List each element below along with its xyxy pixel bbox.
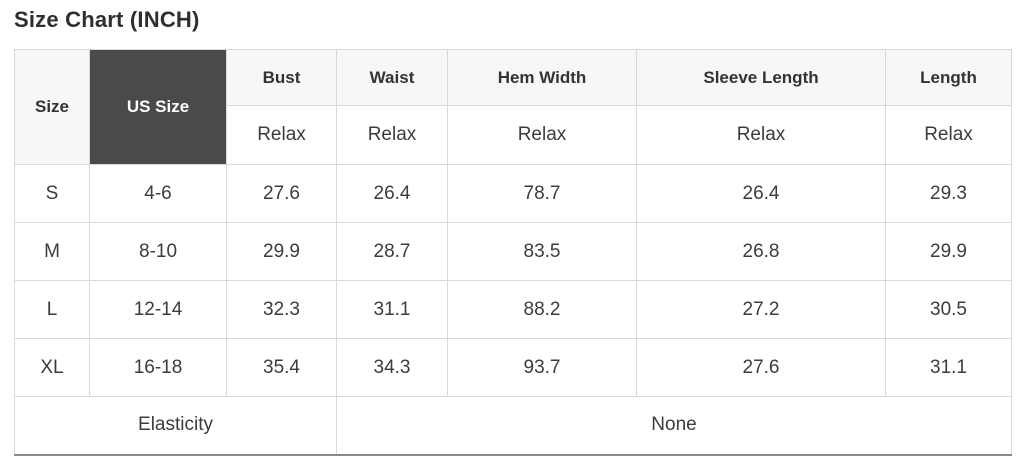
bust-value: 27.6 <box>226 164 337 223</box>
sleeve-length-value: 27.6 <box>636 338 886 397</box>
hem-width-value: 78.7 <box>447 164 637 223</box>
fit-type-hem-width: Relax <box>447 105 637 165</box>
sleeve-length-value: 27.2 <box>636 280 886 339</box>
bust-value: 32.3 <box>226 280 337 339</box>
waist-value: 26.4 <box>336 164 448 223</box>
hem-width-value: 83.5 <box>447 222 637 281</box>
waist-value: 31.1 <box>336 280 448 339</box>
col-header-us-size: US Size <box>89 49 227 165</box>
bust-value: 29.9 <box>226 222 337 281</box>
size-label: S <box>14 164 90 223</box>
waist-value: 34.3 <box>336 338 448 397</box>
col-header-waist: Waist <box>336 49 448 106</box>
fit-type-waist: Relax <box>336 105 448 165</box>
length-value: 29.9 <box>885 222 1012 281</box>
hem-width-value: 93.7 <box>447 338 637 397</box>
size-label: L <box>14 280 90 339</box>
hem-width-value: 88.2 <box>447 280 637 339</box>
length-value: 29.3 <box>885 164 1012 223</box>
sleeve-length-value: 26.4 <box>636 164 886 223</box>
sleeve-length-value: 26.8 <box>636 222 886 281</box>
length-value: 30.5 <box>885 280 1012 339</box>
fit-type-sleeve-length: Relax <box>636 105 886 165</box>
table-row-s: S 4-6 27.6 26.4 78.7 26.4 29.3 <box>14 164 1012 223</box>
page-title: Size Chart (INCH) <box>14 7 200 32</box>
length-value: 31.1 <box>885 338 1012 397</box>
size-label: M <box>14 222 90 281</box>
us-size-value: 8-10 <box>89 222 227 281</box>
us-size-value: 4-6 <box>89 164 227 223</box>
elasticity-label: Elasticity <box>14 396 337 456</box>
table-row-l: L 12-14 32.3 31.1 88.2 27.2 30.5 <box>14 280 1012 339</box>
col-header-length: Length <box>885 49 1012 106</box>
table-row-m: M 8-10 29.9 28.7 83.5 26.8 29.9 <box>14 222 1012 281</box>
elasticity-value: None <box>336 396 1012 456</box>
col-header-size: Size <box>14 49 90 165</box>
size-chart-table: Size US Size Bust Waist Hem Width Sleeve… <box>14 49 1012 456</box>
size-label: XL <box>14 338 90 397</box>
fit-type-length: Relax <box>885 105 1012 165</box>
elasticity-row: Elasticity None <box>14 396 1012 456</box>
table-row-xl: XL 16-18 35.4 34.3 93.7 27.6 31.1 <box>14 338 1012 397</box>
col-header-bust: Bust <box>226 49 337 106</box>
col-header-sleeve-length: Sleeve Length <box>636 49 886 106</box>
fit-type-bust: Relax <box>226 105 337 165</box>
col-header-hem-width: Hem Width <box>447 49 637 106</box>
us-size-value: 16-18 <box>89 338 227 397</box>
us-size-value: 12-14 <box>89 280 227 339</box>
bust-value: 35.4 <box>226 338 337 397</box>
waist-value: 28.7 <box>336 222 448 281</box>
